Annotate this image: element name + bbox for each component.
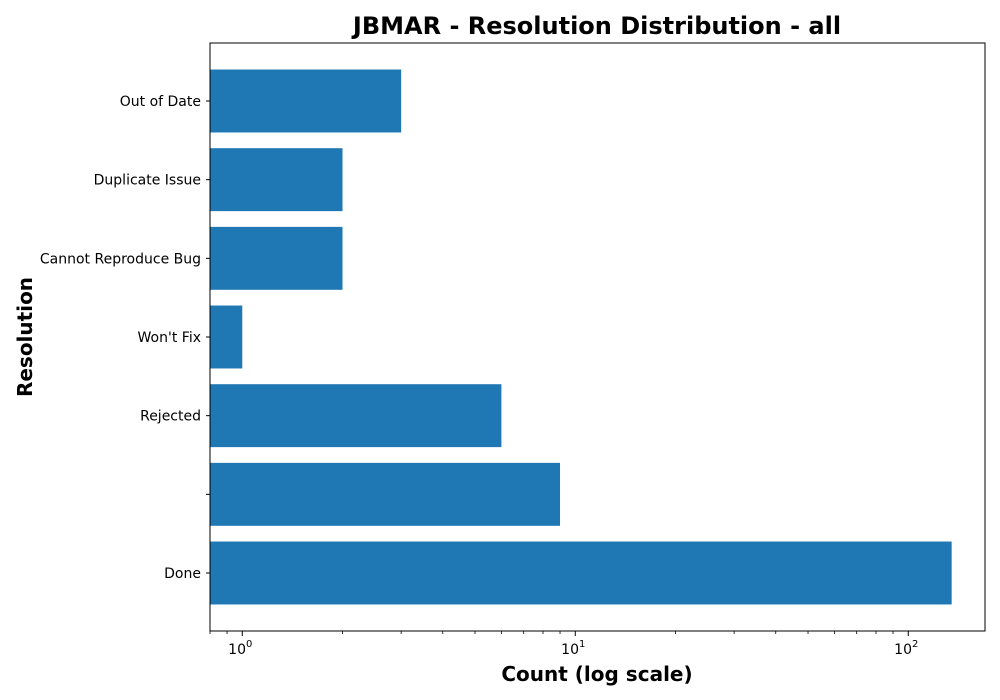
x-axis-label: Count (log scale) (501, 662, 692, 686)
x-tick-label: 101 (561, 639, 585, 658)
x-tick-label: 100 (228, 639, 252, 658)
bar (210, 305, 243, 369)
bar (210, 541, 952, 605)
chart-title: JBMAR - Resolution Distribution - all (351, 12, 841, 40)
y-axis-label: Resolution (13, 277, 37, 397)
bars-group (210, 69, 952, 605)
y-tick-label: Cannot Reproduce Bug (40, 251, 201, 267)
x-ticks-group: 100 101 102 (209, 631, 918, 658)
x-tick-label: 102 (894, 639, 918, 658)
y-tick-label: Out of Date (120, 94, 201, 110)
y-ticks-group: Done Rejected Won't Fix Cannot Reproduce Bu… (40, 94, 210, 582)
bar (210, 226, 343, 290)
y-tick-label: Rejected (140, 409, 201, 425)
y-tick-label: Done (164, 566, 201, 582)
bar (210, 384, 502, 448)
bar (210, 69, 402, 133)
bar (210, 462, 561, 526)
y-tick-label: Won't Fix (138, 330, 201, 346)
y-tick-label: Duplicate Issue (94, 173, 201, 189)
bar (210, 148, 343, 212)
